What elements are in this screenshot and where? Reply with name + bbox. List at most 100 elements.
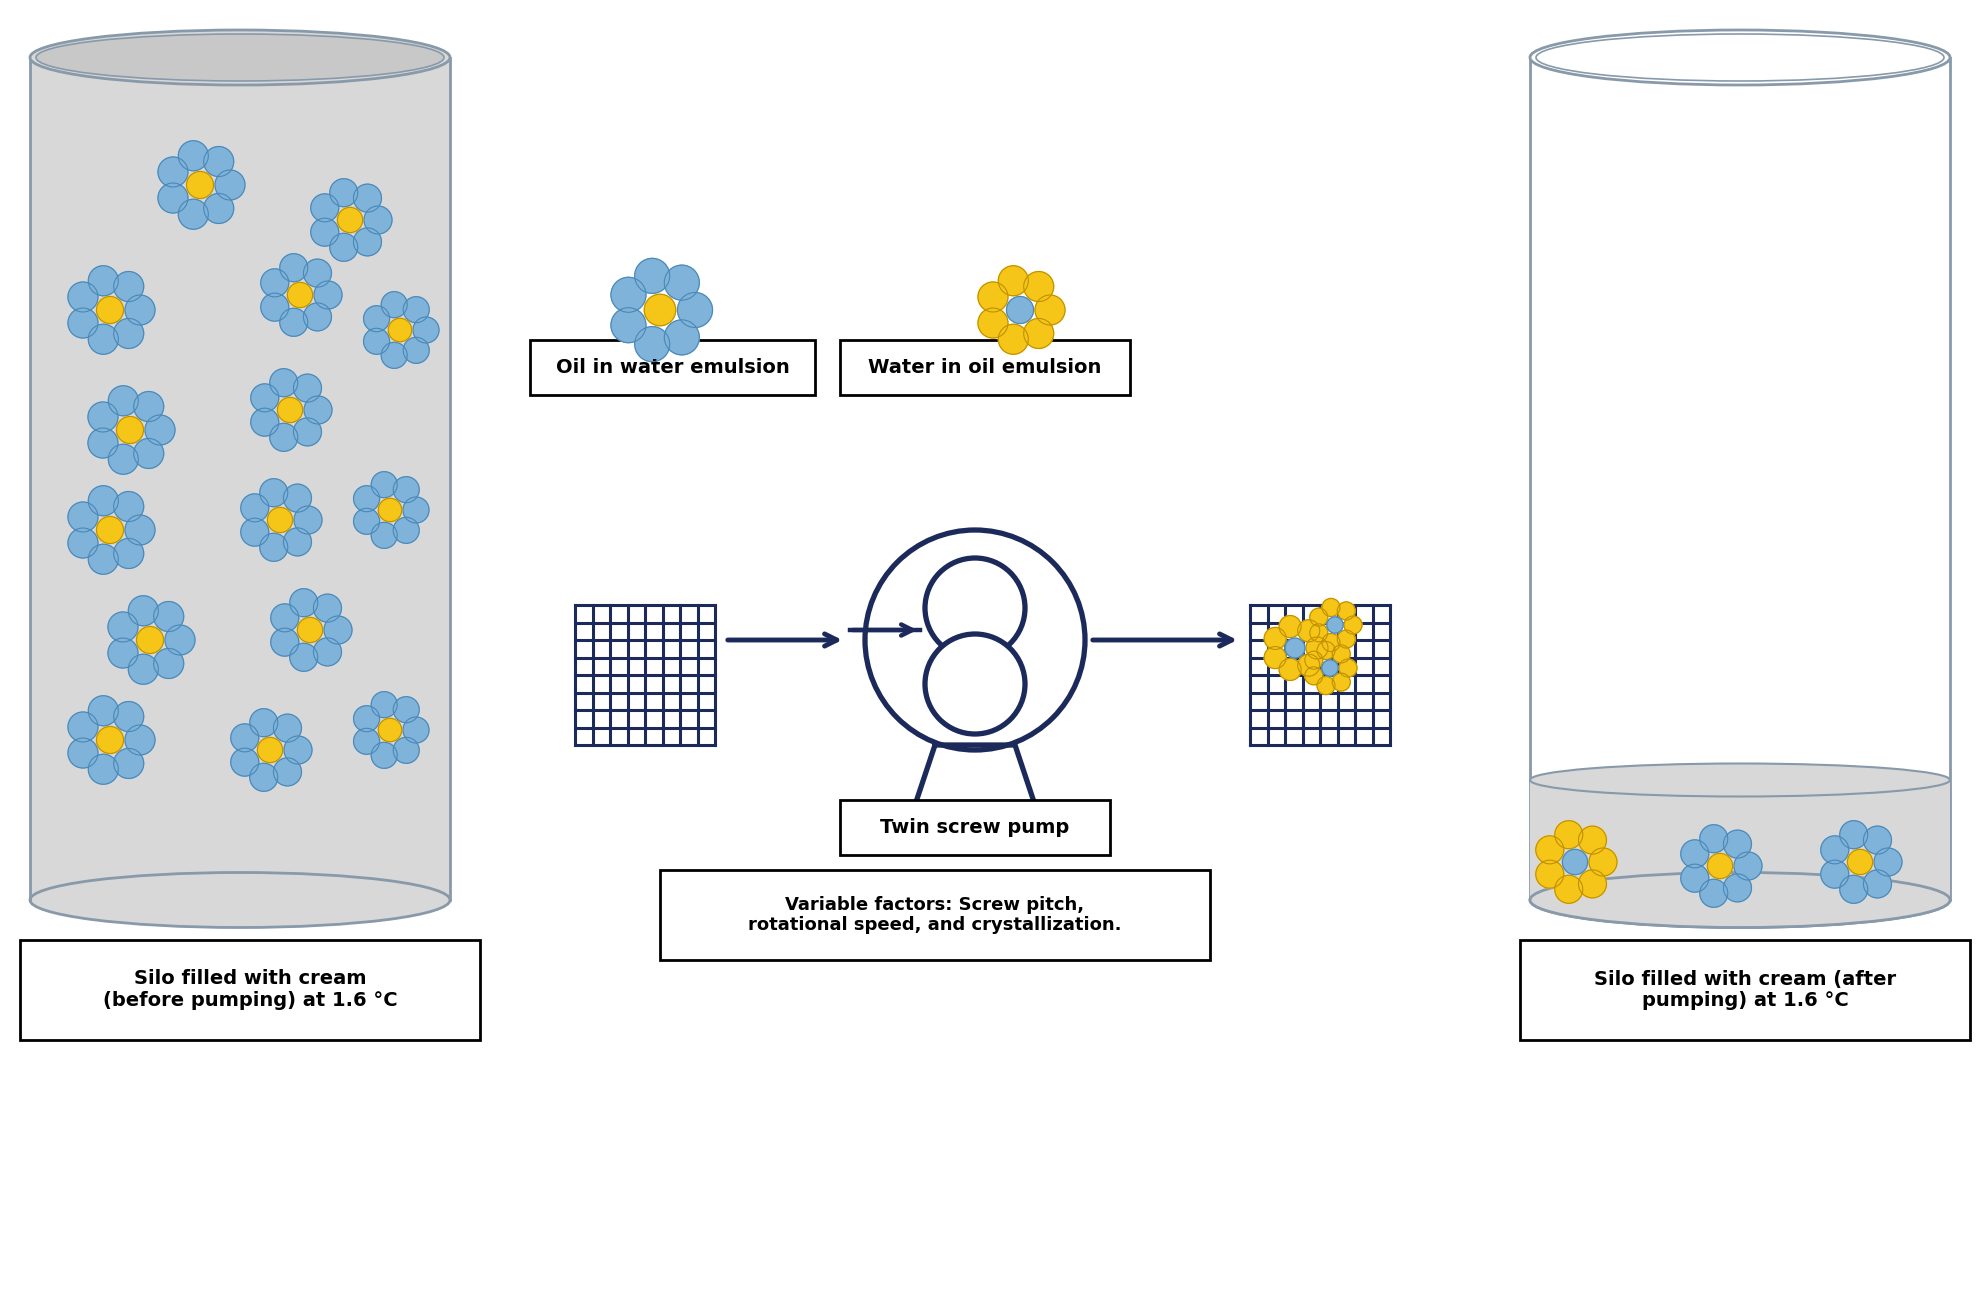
Circle shape	[353, 184, 381, 212]
FancyBboxPatch shape	[530, 341, 815, 395]
Circle shape	[268, 507, 292, 533]
Circle shape	[117, 417, 143, 444]
Circle shape	[363, 328, 389, 355]
Circle shape	[129, 654, 159, 684]
Circle shape	[125, 295, 155, 325]
Circle shape	[1337, 630, 1355, 648]
Circle shape	[294, 418, 321, 446]
Circle shape	[645, 294, 677, 326]
Circle shape	[67, 528, 97, 559]
Circle shape	[159, 183, 188, 213]
Circle shape	[258, 738, 282, 762]
Circle shape	[290, 644, 317, 671]
Circle shape	[393, 697, 419, 722]
Circle shape	[1321, 660, 1337, 676]
Ellipse shape	[30, 872, 450, 928]
Circle shape	[113, 748, 143, 778]
FancyBboxPatch shape	[1520, 940, 1970, 1040]
Circle shape	[109, 444, 139, 475]
Circle shape	[67, 502, 97, 531]
Circle shape	[270, 369, 298, 397]
Circle shape	[89, 486, 119, 516]
Circle shape	[113, 491, 143, 521]
Circle shape	[1305, 667, 1323, 685]
Circle shape	[288, 283, 313, 307]
Circle shape	[353, 508, 379, 534]
Circle shape	[298, 618, 323, 642]
Circle shape	[67, 308, 97, 338]
Circle shape	[1264, 646, 1286, 668]
Circle shape	[113, 319, 143, 348]
Circle shape	[260, 479, 288, 507]
Circle shape	[998, 266, 1028, 295]
Circle shape	[280, 254, 308, 281]
Circle shape	[1700, 880, 1728, 907]
Circle shape	[113, 272, 143, 302]
Ellipse shape	[1536, 34, 1944, 81]
Circle shape	[153, 601, 185, 632]
Circle shape	[978, 283, 1008, 312]
Circle shape	[1563, 849, 1587, 875]
Text: Oil in water emulsion: Oil in water emulsion	[556, 359, 790, 377]
Circle shape	[1555, 876, 1583, 903]
Circle shape	[1280, 658, 1302, 680]
Circle shape	[1579, 869, 1607, 898]
Circle shape	[353, 228, 381, 255]
Circle shape	[1536, 860, 1563, 888]
Circle shape	[1298, 619, 1319, 642]
Circle shape	[278, 397, 304, 423]
Circle shape	[329, 233, 357, 262]
Circle shape	[145, 415, 175, 445]
Circle shape	[1309, 624, 1327, 642]
Circle shape	[363, 306, 389, 332]
Circle shape	[1680, 864, 1708, 893]
Circle shape	[403, 497, 429, 522]
Circle shape	[133, 392, 165, 422]
Circle shape	[304, 303, 331, 332]
Circle shape	[371, 691, 397, 717]
Circle shape	[1305, 651, 1323, 670]
Circle shape	[240, 494, 268, 522]
Circle shape	[665, 320, 698, 355]
Circle shape	[1589, 848, 1617, 876]
Circle shape	[337, 208, 363, 232]
Ellipse shape	[36, 34, 444, 81]
Circle shape	[214, 170, 244, 200]
Circle shape	[379, 719, 401, 742]
Circle shape	[1339, 659, 1357, 677]
Circle shape	[1337, 602, 1355, 620]
Text: Silo filled with cream (after
pumping) at 1.6 °C: Silo filled with cream (after pumping) a…	[1593, 970, 1897, 1010]
Polygon shape	[1530, 58, 1950, 900]
Circle shape	[1821, 860, 1849, 888]
Circle shape	[389, 319, 413, 342]
Circle shape	[1863, 869, 1891, 898]
Circle shape	[165, 624, 194, 655]
Text: Water in oil emulsion: Water in oil emulsion	[869, 359, 1101, 377]
Circle shape	[125, 725, 155, 755]
Circle shape	[925, 559, 1026, 658]
Circle shape	[1317, 641, 1335, 659]
Circle shape	[250, 764, 278, 791]
Circle shape	[109, 386, 139, 415]
Circle shape	[311, 218, 339, 246]
Circle shape	[274, 759, 302, 786]
Circle shape	[260, 268, 290, 297]
Circle shape	[1006, 297, 1034, 324]
FancyBboxPatch shape	[20, 940, 480, 1040]
Circle shape	[1298, 654, 1319, 676]
Circle shape	[137, 627, 163, 654]
Circle shape	[1555, 820, 1583, 849]
Circle shape	[978, 308, 1008, 338]
Circle shape	[635, 258, 671, 293]
Circle shape	[665, 266, 698, 301]
Circle shape	[304, 259, 331, 288]
Circle shape	[323, 617, 351, 644]
Circle shape	[381, 342, 407, 369]
Circle shape	[313, 595, 341, 622]
Circle shape	[1264, 627, 1286, 649]
Ellipse shape	[1530, 764, 1950, 796]
Circle shape	[998, 324, 1028, 355]
Circle shape	[113, 538, 143, 569]
Circle shape	[1280, 615, 1302, 637]
Circle shape	[371, 522, 397, 548]
